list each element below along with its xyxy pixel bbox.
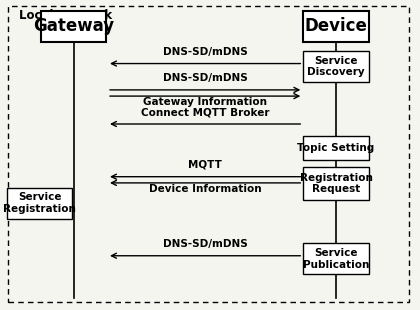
Text: Gateway: Gateway [33, 17, 114, 35]
Text: Service
Discovery: Service Discovery [307, 56, 365, 78]
Text: Local network: Local network [19, 9, 112, 22]
Text: Registration
Request: Registration Request [299, 173, 373, 194]
Text: MQTT: MQTT [188, 160, 222, 170]
Text: Device: Device [304, 17, 368, 35]
Text: Gateway Information: Gateway Information [143, 97, 267, 107]
Text: DNS-SD/mDNS: DNS-SD/mDNS [163, 73, 247, 83]
Text: DNS-SD/mDNS: DNS-SD/mDNS [163, 239, 247, 249]
Text: Device Information: Device Information [149, 184, 262, 194]
Bar [303, 11, 369, 42]
Text: Connect MQTT Broker: Connect MQTT Broker [141, 107, 269, 117]
Text: Service
Registration: Service Registration [3, 192, 76, 214]
Bar [303, 51, 369, 82]
Bar [303, 136, 369, 160]
Bar [8, 188, 72, 219]
Text: Topic Setting: Topic Setting [297, 143, 375, 153]
Text: DNS-SD/mDNS: DNS-SD/mDNS [163, 47, 247, 57]
Text: Service
Publication: Service Publication [303, 248, 369, 270]
Bar [303, 243, 369, 274]
Bar [41, 11, 106, 42]
Bar [303, 167, 369, 200]
